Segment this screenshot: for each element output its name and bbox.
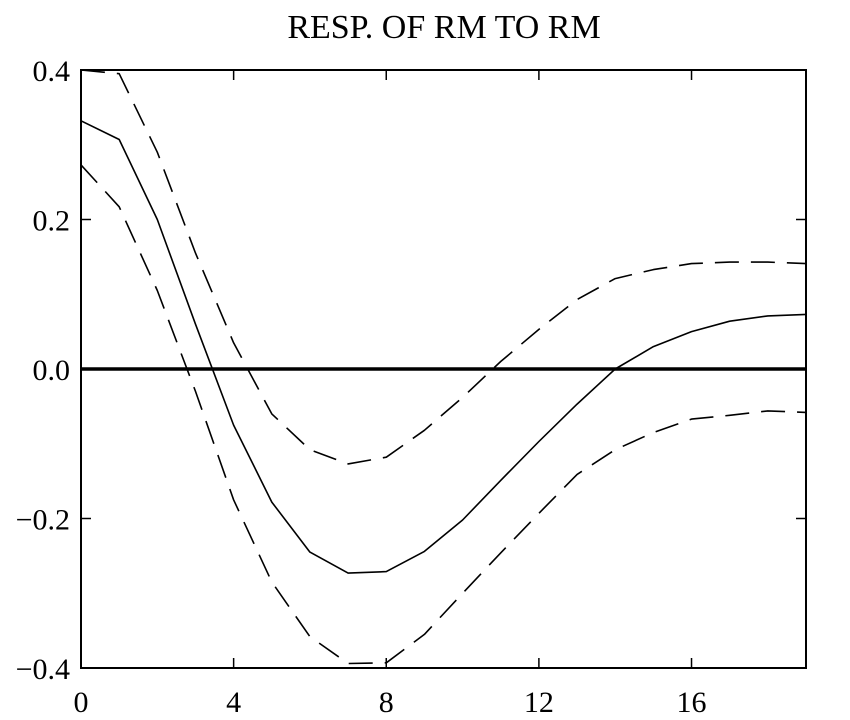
plot-area [80,69,807,665]
impulse-response-line [80,120,807,574]
y-tick-label: −0.4 [16,653,70,686]
chart-title: RESP. OF RM TO RM [287,9,600,46]
y-tick-label: 0.4 [33,55,71,88]
x-tick-label: 0 [74,686,89,719]
x-tick-label: 4 [226,686,241,719]
x-tick-label: 8 [379,686,394,719]
tick-labels: 0 4 8 12 16 0.4 0.2 0.0 −0.2 −0.4 [16,55,707,719]
confidence-band-line-2 [80,164,807,665]
axis-ticks [80,69,806,669]
x-tick-label: 12 [524,686,554,719]
confidence-band-line-1 [80,69,807,465]
y-tick-label: −0.2 [16,504,70,537]
x-tick-label: 16 [677,686,707,719]
y-tick-label: 0.0 [33,354,71,387]
y-tick-label: 0.2 [33,205,71,238]
